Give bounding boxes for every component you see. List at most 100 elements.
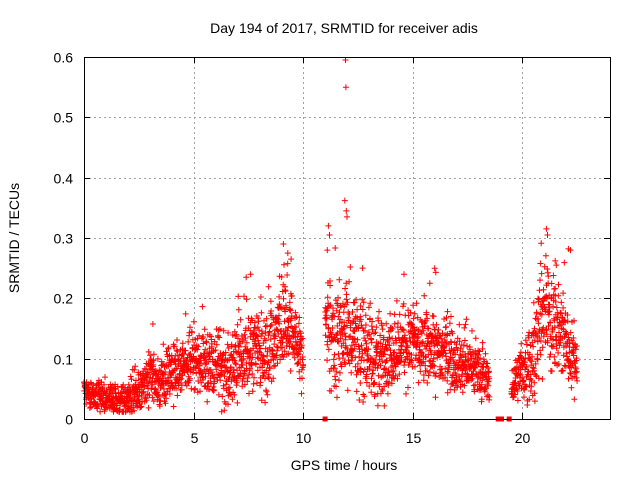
- data-point: [538, 270, 545, 277]
- data-point: [556, 336, 563, 343]
- data-point: [410, 324, 417, 331]
- data-point: [462, 367, 469, 374]
- data-point: [534, 356, 541, 363]
- data-point: [149, 381, 156, 388]
- data-point: [264, 323, 270, 330]
- data-point: [573, 355, 580, 362]
- data-point: [560, 304, 567, 311]
- data-point: [542, 252, 549, 259]
- data-point: [267, 336, 274, 343]
- data-point: [295, 320, 302, 327]
- data-point: [341, 197, 348, 204]
- data-point: [343, 207, 350, 214]
- data-point: [234, 379, 241, 386]
- data-point: [555, 281, 562, 288]
- data-point: [334, 394, 340, 401]
- data-point: [186, 375, 193, 382]
- data-point: [332, 376, 339, 383]
- data-point: [377, 340, 384, 347]
- data-point: [431, 265, 438, 272]
- data-point: [514, 388, 521, 394]
- data-point: [274, 347, 281, 354]
- data-point: [346, 311, 353, 317]
- data-point: [195, 343, 202, 350]
- data-point: [375, 317, 382, 324]
- data-point: [531, 325, 538, 332]
- data-point: [531, 379, 538, 386]
- data-point: [336, 377, 342, 384]
- data-point: [250, 380, 257, 387]
- data-point: [422, 362, 429, 369]
- data-point: [425, 325, 432, 332]
- data-point: [348, 369, 355, 376]
- data-point: [234, 321, 241, 328]
- data-point: [211, 338, 218, 345]
- data-point: [270, 375, 277, 382]
- data-point: [277, 304, 284, 311]
- data-point: [557, 339, 564, 346]
- data-point: [531, 398, 538, 405]
- data-point: [341, 330, 348, 337]
- data-point: [548, 280, 555, 287]
- data-point: [233, 331, 240, 338]
- data-point: [545, 273, 552, 280]
- data-point: [517, 371, 524, 378]
- data-point: [291, 329, 298, 336]
- data-point: [212, 347, 219, 354]
- data-point: [173, 385, 180, 392]
- data-point: [367, 300, 374, 307]
- data-point: [267, 365, 273, 372]
- data-point: [381, 351, 388, 358]
- data-point: [428, 351, 435, 358]
- data-point: [357, 313, 364, 320]
- data-point: [541, 303, 548, 310]
- data-point: [459, 389, 466, 396]
- data-point: [363, 379, 370, 386]
- data-point: [225, 392, 232, 399]
- data-point: [530, 343, 537, 350]
- data-point: [393, 297, 400, 304]
- data-point: [203, 339, 210, 346]
- data-point: [552, 298, 559, 305]
- data-point: [262, 337, 269, 344]
- data-point: [567, 247, 574, 254]
- data-point: [442, 350, 449, 357]
- data-point: [462, 321, 469, 328]
- data-point: [187, 350, 194, 357]
- data-point: [265, 283, 272, 290]
- data-point: [364, 352, 371, 359]
- data-point: [403, 390, 409, 397]
- data-point: [551, 353, 558, 360]
- data-point: [553, 262, 560, 269]
- data-point: [327, 282, 334, 289]
- data-point: [433, 321, 440, 328]
- data-point: [458, 354, 465, 361]
- data-point: [150, 357, 157, 364]
- x-tick-label: 15: [406, 430, 422, 446]
- data-point: [241, 368, 248, 375]
- data-point: [251, 374, 257, 381]
- data-point: [365, 304, 372, 311]
- data-point: [346, 334, 353, 341]
- data-point: [210, 387, 217, 394]
- data-point: [280, 354, 287, 360]
- data-point: [568, 384, 575, 391]
- data-point: [160, 341, 167, 348]
- data-point: [426, 343, 433, 350]
- data-point: [544, 339, 551, 346]
- data-point: [325, 346, 332, 353]
- data-point: [146, 392, 153, 398]
- data-point: [254, 333, 261, 340]
- data-point: [260, 340, 267, 346]
- data-point: [276, 320, 283, 327]
- data-point: [150, 398, 157, 405]
- data-point: [351, 299, 358, 306]
- data-point: [449, 330, 456, 337]
- data-point: [131, 407, 138, 414]
- data-point: [476, 348, 483, 355]
- data-point: [567, 329, 574, 336]
- data-point: [244, 375, 251, 381]
- data-point: [524, 341, 530, 348]
- data-point: [187, 324, 193, 331]
- data-point: [246, 351, 253, 357]
